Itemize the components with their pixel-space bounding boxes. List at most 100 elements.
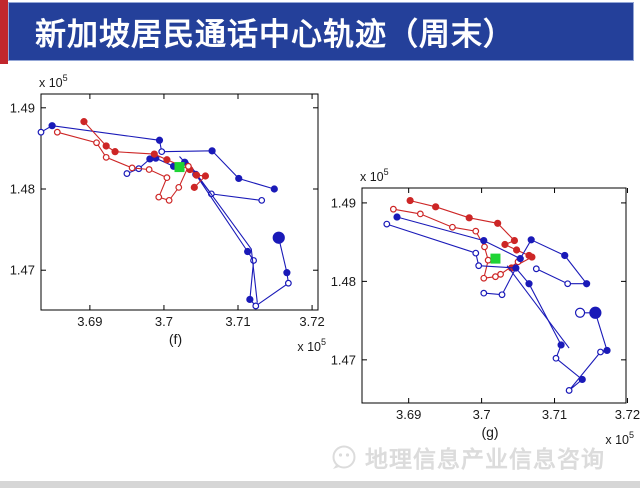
title-bar: 新加坡居民通话中心轨迹（周末）	[8, 2, 634, 61]
chart-f-figure: 3.69 3.7 3.71 3.72 1.49 1.48 1.47 x 105 x 105 (f)	[8, 68, 340, 373]
data-point	[208, 147, 216, 155]
chart-g-canvas: 3.69 3.7 3.71 3.72 1.49 1.48 1.47 x 105 x 105 (g)	[331, 167, 640, 447]
data-point	[552, 354, 560, 362]
data-point	[272, 231, 285, 244]
axis-multiplier-label: x 105	[360, 167, 389, 184]
data-point	[102, 153, 110, 161]
trajectory-line	[57, 131, 189, 202]
subplot-label: (g)	[481, 424, 498, 440]
data-point	[192, 171, 201, 179]
data-point	[190, 183, 198, 191]
y-tick-label: 1.49	[331, 195, 356, 210]
data-point	[480, 289, 488, 297]
center-marker	[174, 162, 185, 173]
data-point	[389, 205, 397, 213]
data-point	[465, 214, 473, 222]
data-point	[532, 265, 540, 273]
data-point	[163, 174, 171, 182]
data-point	[146, 155, 154, 163]
data-point	[472, 249, 480, 257]
data-point	[501, 240, 509, 249]
data-point	[80, 118, 88, 126]
data-point	[525, 280, 533, 288]
data-point	[150, 150, 158, 158]
watermark: 地理信息产业信息咨询	[331, 440, 605, 474]
data-point	[574, 307, 586, 318]
data-point	[184, 162, 192, 170]
trajectory-line	[185, 159, 258, 303]
data-point	[201, 172, 210, 180]
watermark-text: 地理信息产业信息咨询	[365, 446, 605, 472]
data-point	[510, 236, 519, 245]
data-point	[155, 136, 164, 144]
data-point	[494, 219, 502, 227]
chat-logo-icon	[332, 445, 356, 469]
data-point	[48, 122, 56, 130]
x-tick-label: 3.69	[396, 407, 421, 422]
data-point	[557, 341, 565, 349]
data-point	[472, 227, 480, 235]
data-point	[175, 183, 183, 191]
data-point	[53, 128, 61, 136]
data-point	[155, 193, 163, 201]
data-point	[449, 223, 456, 231]
data-point	[578, 375, 586, 384]
y-tick-label: 1.47	[331, 352, 356, 367]
x-tick-label: 3.71	[542, 407, 567, 422]
data-point	[528, 253, 536, 261]
bottom-bar	[0, 481, 640, 488]
data-point	[93, 139, 100, 147]
data-point	[235, 174, 243, 183]
axis-multiplier-label: x 105	[605, 430, 634, 447]
data-point	[583, 280, 591, 288]
data-point	[158, 148, 166, 156]
y-tick-label: 1.47	[10, 263, 35, 278]
data-point	[270, 185, 278, 193]
data-point	[244, 247, 252, 256]
data-point	[498, 291, 506, 299]
data-point	[480, 236, 488, 245]
data-point	[564, 280, 572, 288]
data-point	[165, 196, 173, 204]
x-tick-label: 3.7	[473, 407, 491, 422]
data-point	[163, 156, 171, 164]
x-tick-label: 3.71	[225, 314, 250, 329]
data-point	[603, 346, 611, 355]
data-point	[250, 257, 257, 264]
data-point	[497, 270, 504, 278]
title-accent-stripe	[0, 0, 8, 64]
y-tick-label: 1.49	[10, 100, 35, 115]
data-point	[283, 269, 291, 277]
data-point	[480, 274, 488, 282]
x-tick-label: 3.7	[155, 314, 173, 329]
data-point	[111, 148, 119, 156]
trajectory-line	[506, 265, 570, 349]
subplot-label: (f)	[169, 331, 182, 347]
data-point	[484, 256, 492, 264]
data-point	[284, 279, 292, 287]
y-tick-label: 1.48	[331, 274, 356, 289]
x-tick-label: 3.72	[615, 407, 640, 422]
axis-multiplier-label: x 105	[297, 337, 326, 354]
x-tick-label: 3.72	[299, 314, 324, 329]
data-point	[246, 295, 254, 304]
data-point	[597, 348, 604, 356]
data-point	[406, 196, 414, 205]
data-point	[123, 170, 131, 177]
data-point	[128, 164, 136, 172]
data-point	[565, 387, 573, 394]
axes-box	[361, 187, 627, 404]
data-point	[383, 220, 391, 228]
data-point	[102, 142, 110, 150]
data-point	[258, 196, 266, 204]
data-point	[527, 236, 535, 244]
data-point	[481, 243, 488, 251]
data-point	[416, 210, 424, 218]
data-point	[432, 203, 440, 211]
data-point	[513, 246, 521, 254]
center-marker	[490, 253, 501, 264]
chart-g-figure: 3.69 3.7 3.71 3.72 1.49 1.48 1.47 x 105 x 105 (g)	[325, 162, 640, 455]
y-tick-label: 1.48	[10, 182, 35, 197]
data-point	[561, 251, 569, 260]
axis-multiplier-label: x 105	[39, 73, 68, 90]
